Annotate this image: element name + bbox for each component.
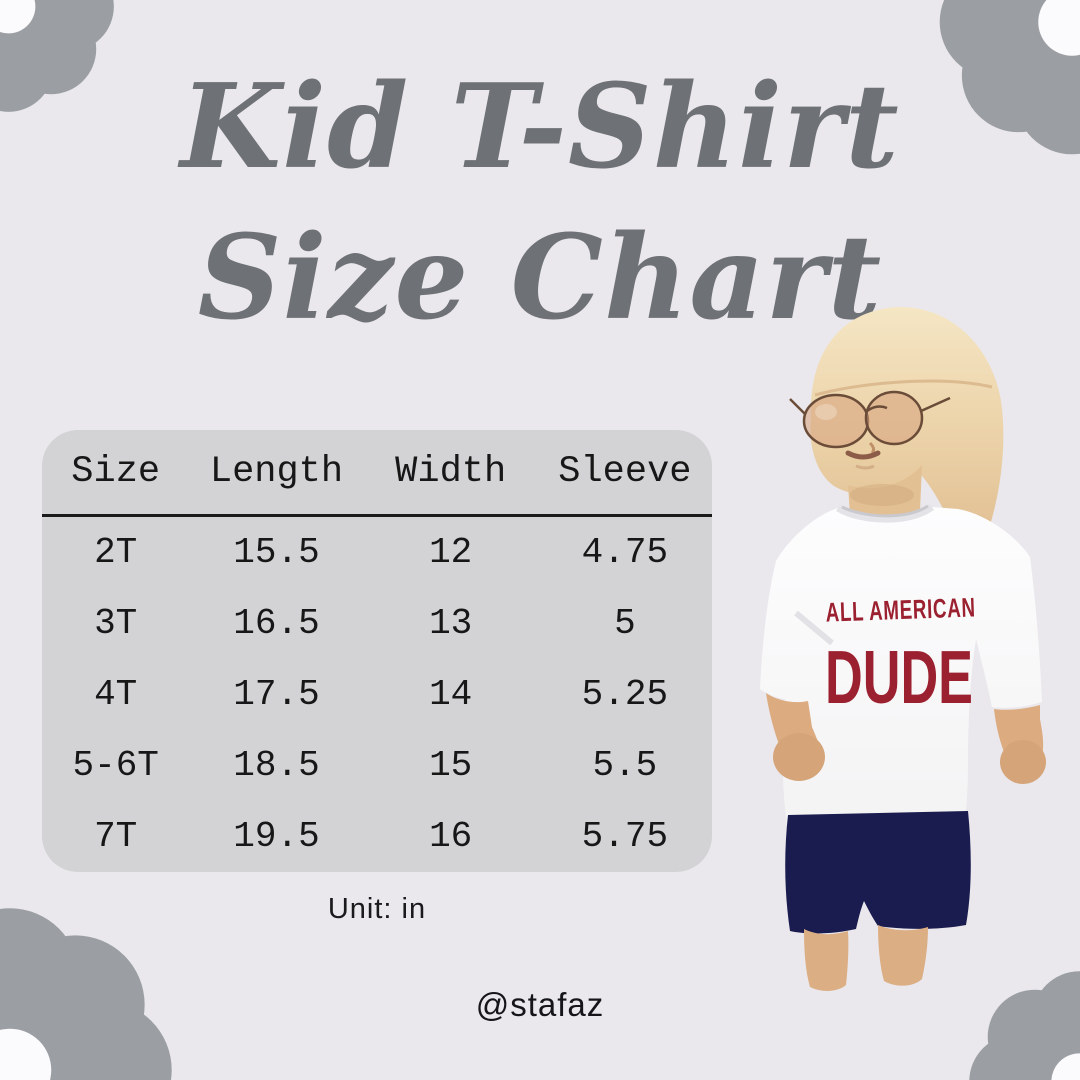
cell-size: 7T	[94, 815, 138, 857]
table-header-row: Size Length Width Sleeve	[42, 430, 712, 517]
kid-photo: ALL AMERICAN DUDE	[760, 307, 1046, 991]
table-row: 5-6T 18.5 15 5.5	[42, 730, 712, 801]
cell-sleeve: 5.5	[592, 744, 658, 786]
col-header-size: Size	[42, 430, 190, 517]
cell-length: 17.5	[233, 673, 320, 715]
size-table-panel: Size Length Width Sleeve 2T 15.5 12 4.75…	[42, 430, 712, 872]
unit-note: Unit: in	[327, 893, 427, 925]
watermark: @stafaz	[475, 986, 605, 1023]
shirt-text-line2: DUDE	[825, 635, 973, 719]
kid-right-leg	[878, 925, 928, 986]
table-row: 4T 17.5 14 5.25	[42, 659, 712, 730]
size-table: Size Length Width Sleeve 2T 15.5 12 4.75…	[42, 430, 712, 872]
neck	[848, 465, 922, 523]
col-header-width: Width	[363, 430, 538, 517]
cell-length: 18.5	[233, 744, 320, 786]
cell-width: 16	[429, 815, 473, 857]
shirt-text-line1: ALL AMERICAN	[825, 592, 976, 627]
kid-shorts	[785, 811, 971, 934]
col-header-length: Length	[189, 430, 364, 517]
cell-width: 15	[429, 744, 473, 786]
kid-right-hand	[1000, 740, 1046, 784]
kid-left-fist	[773, 733, 825, 781]
page-title: Kid T-Shirt Size Chart	[0, 52, 1080, 354]
title-line-1: Kid T-Shirt	[180, 59, 900, 195]
table-row: 7T 19.5 16 5.75	[42, 801, 712, 872]
title-line-2: Size Chart	[197, 209, 883, 346]
cell-width: 14	[429, 673, 473, 715]
cell-sleeve: 5.25	[581, 673, 669, 715]
col-header-sleeve: Sleeve	[537, 430, 712, 517]
tshirt-collar-shadow	[841, 504, 929, 518]
cell-sleeve: 5.75	[581, 815, 669, 857]
cell-sleeve: 5	[614, 603, 636, 644]
lip-shadow	[855, 464, 875, 470]
chin-shadow	[850, 484, 914, 506]
cell-length: 15.5	[233, 532, 320, 573]
cell-sleeve: 4.75	[581, 532, 669, 573]
sunglasses	[789, 390, 951, 449]
nose	[868, 441, 876, 455]
cell-size: 4T	[94, 673, 138, 715]
cell-size: 3T	[94, 603, 138, 644]
kid-left-leg	[804, 929, 849, 991]
mouth	[845, 450, 881, 460]
kid-tshirt	[760, 507, 1042, 858]
cell-size: 5-6T	[72, 744, 159, 786]
table-row: 3T 16.5 13 5	[42, 588, 712, 659]
forehead-shadow	[814, 379, 993, 397]
cell-length: 19.5	[233, 815, 320, 857]
cell-size: 2T	[94, 532, 138, 573]
cell-length: 16.5	[233, 603, 320, 644]
tshirt-collar	[836, 504, 935, 523]
cell-width: 13	[429, 603, 473, 644]
tshirt-wrinkle	[794, 610, 834, 646]
table-row: 2T 15.5 12 4.75	[42, 516, 712, 589]
cell-width: 12	[429, 532, 473, 573]
